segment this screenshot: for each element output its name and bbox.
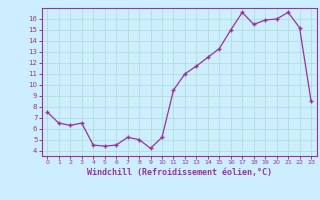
- X-axis label: Windchill (Refroidissement éolien,°C): Windchill (Refroidissement éolien,°C): [87, 168, 272, 177]
